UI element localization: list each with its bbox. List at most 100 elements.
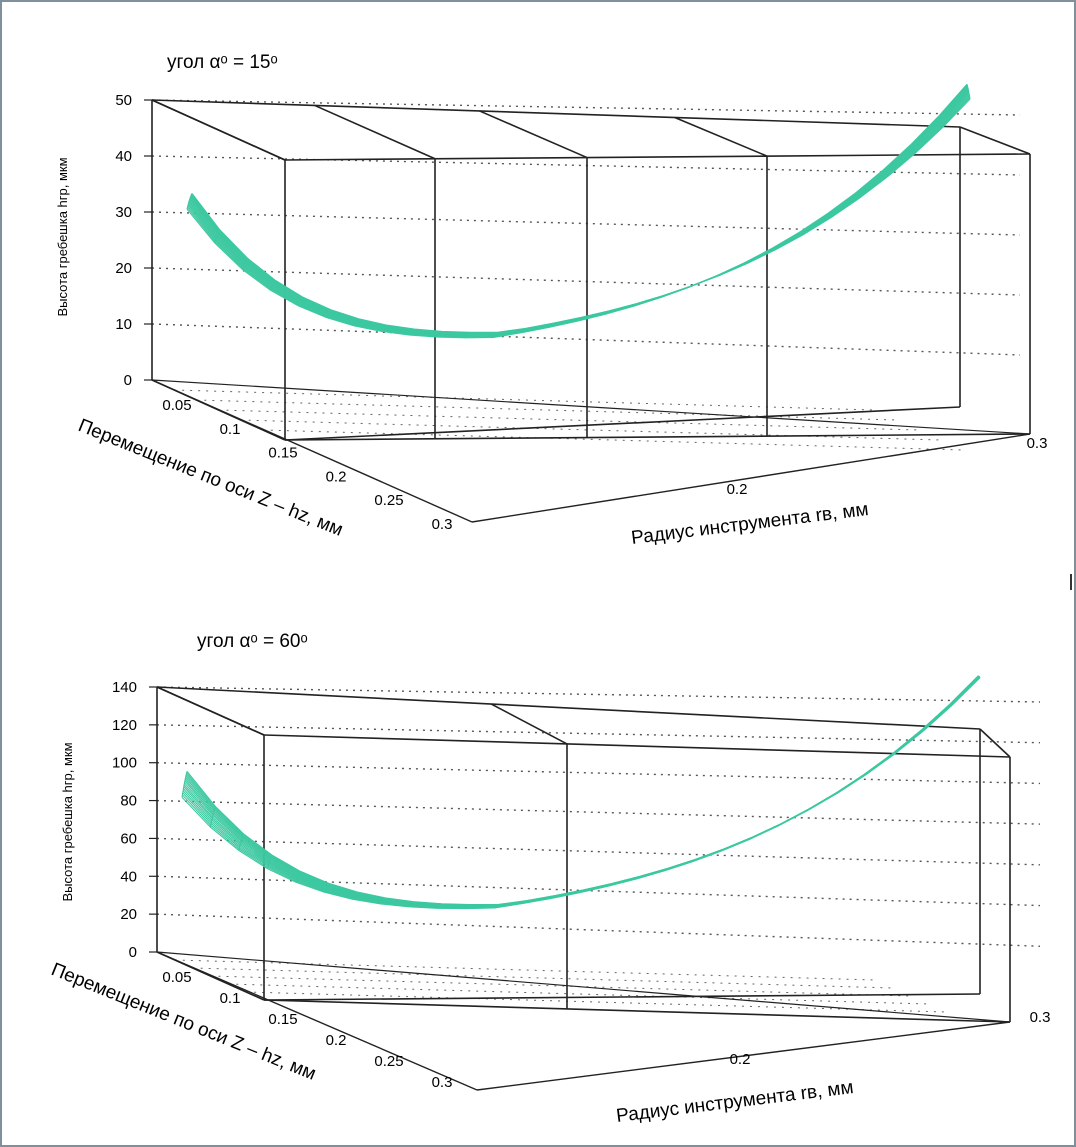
surface-line [381,324,387,332]
floor-gridline [192,967,893,989]
surface-line [827,213,832,218]
surface-line [721,848,726,852]
surface-line [185,676,980,906]
surface-line [716,274,720,277]
surface-line [548,322,554,328]
surface-plot-alpha-15: 0 10 20 30 40 50 0.05 0.1 0.15 0.2 0.25 0.3 0.2 0.3 уг… [55,52,1047,549]
surface-mesh [181,675,981,910]
floor-gridline [174,389,875,411]
surface-line [270,280,276,291]
y-ticks: 0.05 0.1 0.15 0.2 0.25 0.3 [162,969,452,1091]
base-diagonal [156,951,1011,1023]
surface-line [184,675,980,907]
box-edge [284,433,1031,441]
surface-line [409,328,415,336]
box-edge [156,686,981,730]
surface-line [492,331,498,338]
box-connector [151,99,286,161]
box-edge [284,153,1031,161]
chart-title: угол αᵒ = 15ᵒ [167,52,278,73]
surface-line [186,193,193,210]
z-tick-label: 10 [115,316,132,333]
surface-line [692,858,697,862]
z-ticks: 0 10 20 30 40 50 [115,92,152,389]
z-gridline [156,837,1041,866]
floor-gridline [174,959,875,981]
surface-line [238,833,245,851]
x-axis-line [471,433,1031,523]
base-diagonal [151,379,1031,435]
box-edge [263,734,1011,758]
surface-line [777,823,782,827]
surface-line [607,882,612,887]
box-edge [263,999,1011,1023]
z-tick-label: 20 [115,260,132,277]
floor-gridline [196,399,897,421]
surface-line [189,92,970,335]
surface-line [806,808,811,812]
z-gridline [151,323,1021,356]
z-tick-label: 50 [115,92,132,109]
z-gridline [156,799,1041,825]
z-tick-label: 100 [112,755,137,772]
box-edge [284,406,961,441]
box-connector [314,104,436,160]
z-gridline [151,211,1021,236]
surface-line [351,891,358,900]
x-tick-label: 0.2 [727,481,748,498]
surface-line [834,791,839,795]
surface-line [323,883,330,893]
surface-plot-alpha-60: 0204060801001201400.050.10.150.20.250.30… [48,631,1050,1127]
z-gridline [156,875,1041,907]
surface-mesh [186,83,971,339]
surface-line [191,97,971,334]
y-tick-label: 0.2 [326,468,347,485]
surface-line [493,904,499,909]
chart-title: угол αᵒ = 60ᵒ [197,631,308,652]
surface-line [520,328,526,334]
z-tick-label: 30 [115,204,132,221]
y-tick-label: 0.15 [268,445,297,462]
surface-line [882,169,888,178]
box-edge [979,728,1011,758]
grid-lines [151,99,1021,451]
y-ticks: 0.05 0.1 0.15 0.2 0.25 0.3 [162,397,452,533]
x-axis-label: Радиус инструмента rв, мм [615,1077,855,1127]
y-tick-label: 0.3 [432,516,453,533]
surface-line [749,836,754,840]
surface-line [190,96,970,334]
base-axes [156,951,1011,1091]
z-axis-label: Высота гребешка hгр, мкм [55,157,70,316]
text-cursor-mark [1070,574,1072,590]
z-gridline [156,724,1041,744]
z-tick-label: 0 [129,944,137,961]
box-edge [263,993,981,1001]
y-tick-label: 0.1 [220,990,241,1007]
surface-line [919,729,924,732]
surface-line [664,867,669,872]
surface-line [891,752,896,756]
x-axis-label: Радиус инструмента rв, мм [630,499,870,549]
y-axis-line [156,951,478,1091]
surface-line [437,903,443,909]
surface-line [465,331,471,339]
y-tick-label: 0.2 [326,1032,347,1049]
axis-box [151,99,1031,441]
surface-line [191,98,971,333]
surface-line [186,677,981,906]
y-axis-line [151,379,473,523]
surface-line [190,94,970,335]
base-axes [151,379,1031,523]
y-tick-label: 0.05 [162,397,191,414]
surface-line [772,247,776,251]
z-gridline [151,267,1021,296]
box-edge [959,126,1031,155]
surface-line [181,771,188,798]
z-tick-label: 0 [124,372,132,389]
z-tick-label: 140 [112,679,137,696]
y-tick-label: 0.25 [374,1053,403,1070]
z-tick-label: 20 [120,906,137,923]
box-connector [674,116,768,157]
surface-line [186,676,981,906]
surface-line [855,192,860,199]
